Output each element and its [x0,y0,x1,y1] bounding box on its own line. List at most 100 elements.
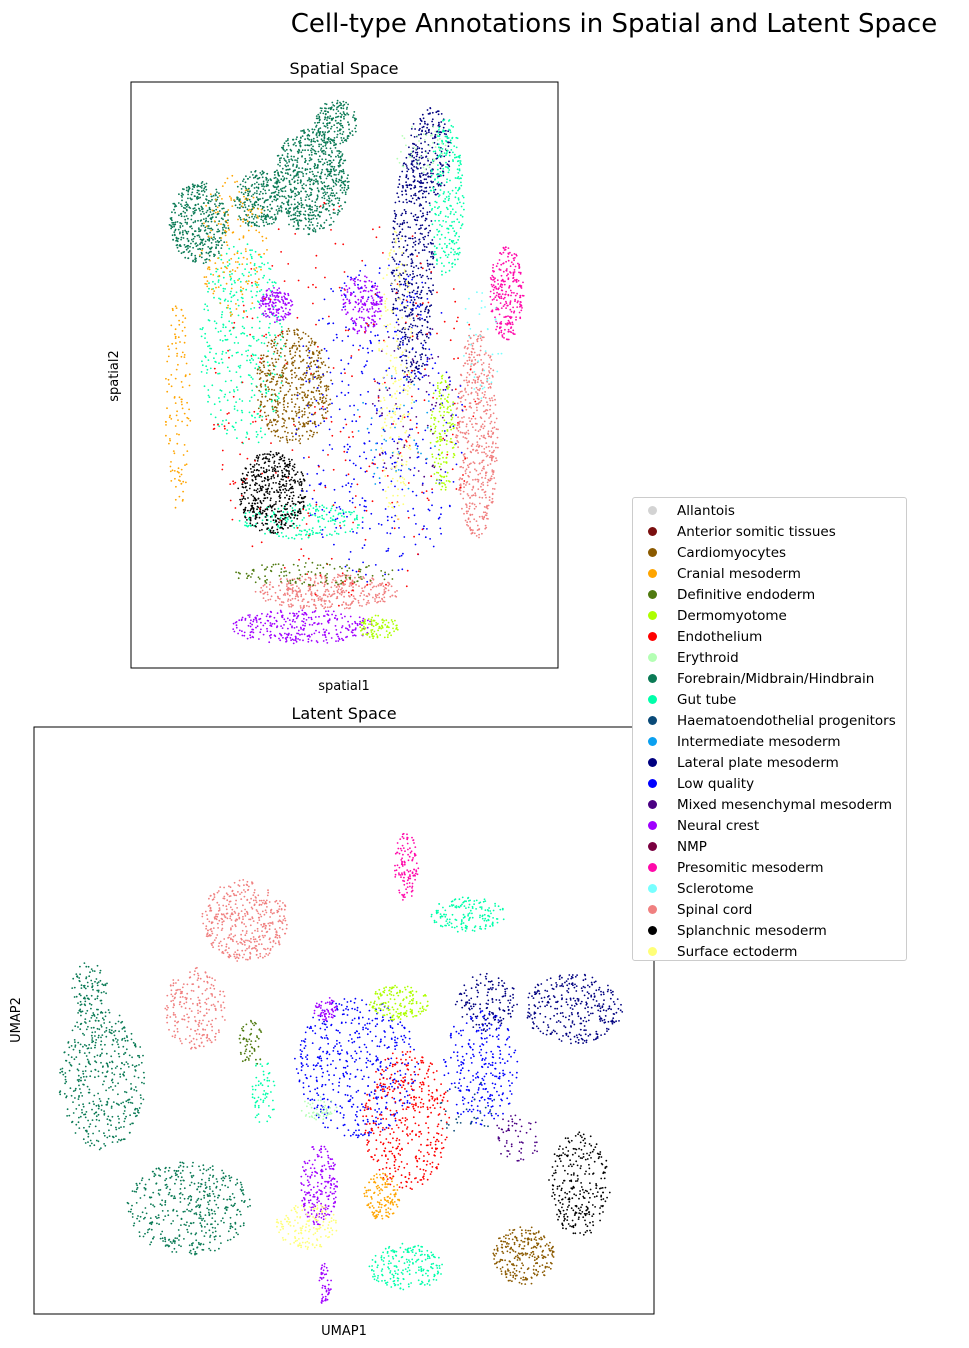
scatter-point [302,213,305,216]
scatter-point [205,198,208,201]
scatter-point [468,359,471,362]
scatter-point [282,478,284,481]
scatter-point [242,193,245,196]
scatter-point [301,425,304,428]
scatter-point [190,252,193,255]
scatter-point [412,289,415,292]
scatter-point [410,184,413,187]
scatter-point [342,182,345,185]
scatter-point [455,436,458,439]
scatter-point [287,501,289,504]
scatter-point [298,212,301,215]
scatter-point [340,181,343,184]
scatter-point [315,217,318,220]
scatter-point [481,363,483,366]
scatter-point [273,491,276,493]
scatter-point [216,196,219,199]
scatter-point [219,409,222,411]
scatter-point [454,177,457,179]
scatter-point [458,160,460,162]
scatter-point [424,122,426,125]
scatter-point [248,216,251,219]
scatter-point [489,386,492,389]
scatter-point [401,235,404,238]
scatter-point [310,191,312,194]
scatter-point [341,574,344,577]
scatter-point [171,234,174,237]
scatter-point [237,365,240,368]
scatter-point [289,174,292,177]
scatter-point [238,277,241,280]
scatter-point [298,440,300,442]
scatter-point [300,496,303,499]
scatter-point [433,266,435,269]
scatter-point [266,593,269,596]
scatter-point [306,394,309,396]
scatter-point [222,287,225,290]
scatter-point [257,407,260,410]
scatter-point [310,365,313,368]
scatter-point [480,379,482,382]
scatter-point [294,212,297,214]
scatter-point [205,182,208,185]
scatter-point [282,175,284,178]
scatter-point [261,334,264,337]
scatter-point [450,142,453,144]
scatter-point [462,490,465,493]
scatter-point [487,387,490,389]
scatter-point [265,336,268,339]
scatter-point [431,111,434,114]
scatter-point [414,236,416,239]
scatter-point [238,207,241,210]
scatter-point [210,250,212,253]
scatter-point [255,221,258,224]
scatter-point [265,470,268,473]
scatter-point [277,376,280,379]
scatter-point [274,431,277,433]
scatter-point [288,458,290,461]
scatter-point [254,269,257,272]
scatter-point [495,428,498,430]
scatter-point [273,389,276,391]
scatter-point [304,138,306,141]
scatter-point [468,373,471,376]
scatter-point [300,130,302,132]
scatter-point [268,278,271,281]
scatter-point [296,214,299,217]
scatter-point [272,364,275,367]
scatter-point [493,488,496,490]
scatter-point [262,293,265,296]
scatter-point [209,347,212,350]
scatter-point [271,424,274,427]
scatter-point [308,434,311,437]
scatter-point [287,327,290,330]
scatter-point [278,510,281,513]
scatter-point [405,165,408,167]
scatter-point [415,333,418,336]
scatter-point [301,415,303,418]
scatter-point [428,131,430,134]
scatter-point [255,224,258,227]
scatter-point [253,466,255,468]
scatter-point [218,397,220,399]
scatter-point [328,174,331,177]
scatter-point [221,313,223,316]
scatter-point [301,473,304,475]
scatter-point [323,518,325,521]
scatter-point [422,125,425,128]
scatter-point [341,133,344,136]
scatter-point [426,321,429,324]
scatter-point [287,589,289,592]
scatter-point [414,213,417,216]
scatter-point [372,596,374,599]
scatter-point [484,474,487,477]
scatter-point [482,467,484,470]
scatter-point [242,180,244,183]
scatter-point [459,489,462,492]
scatter-point [242,486,245,489]
scatter-point [178,214,180,217]
scatter-point [267,331,270,334]
scatter-point [326,161,329,164]
scatter-point [242,274,245,277]
scatter-point [319,531,321,534]
